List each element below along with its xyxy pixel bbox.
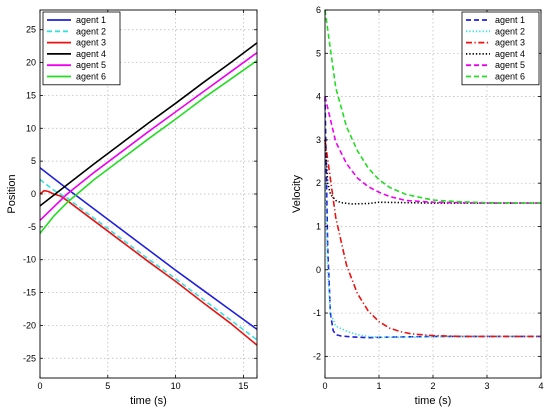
x-tick-label: 3 bbox=[484, 381, 489, 391]
y-axis-label: Position bbox=[6, 174, 18, 213]
x-tick-label: 5 bbox=[105, 381, 110, 391]
series-line-5 bbox=[324, 96, 541, 204]
series-line-1 bbox=[39, 167, 258, 331]
legend-label-6: agent 6 bbox=[76, 72, 106, 82]
series-line-6 bbox=[39, 59, 258, 234]
series-line-3 bbox=[39, 189, 258, 346]
series-line-2 bbox=[324, 183, 541, 339]
y-tick-label: 25 bbox=[26, 25, 36, 35]
y-tick-label: 2 bbox=[316, 178, 321, 188]
legend-label-5: agent 5 bbox=[495, 60, 525, 70]
y-tick-label: 4 bbox=[316, 92, 321, 102]
y-tick-label: 15 bbox=[26, 90, 36, 100]
y-tick-label: -15 bbox=[23, 288, 36, 298]
y-tick-label: 0 bbox=[316, 265, 321, 275]
legend-label-2: agent 2 bbox=[495, 26, 525, 36]
y-tick-label: -25 bbox=[23, 353, 36, 363]
y-tick-label: -5 bbox=[28, 222, 36, 232]
x-tick-label: 2 bbox=[430, 381, 435, 391]
legend-label-6: agent 6 bbox=[495, 72, 525, 82]
y-tick-label: 20 bbox=[26, 58, 36, 68]
y-tick-label: 6 bbox=[316, 5, 321, 15]
legend-label-1: agent 1 bbox=[495, 15, 525, 25]
legend-label-4: agent 4 bbox=[76, 49, 106, 59]
series-line-1 bbox=[324, 96, 541, 339]
y-tick-label: -20 bbox=[23, 320, 36, 330]
x-tick-label: 4 bbox=[538, 381, 543, 391]
y-tick-label: -2 bbox=[313, 351, 321, 361]
legend-label-5: agent 5 bbox=[76, 60, 106, 70]
y-tick-label: 0 bbox=[31, 189, 36, 199]
legend-box bbox=[461, 11, 540, 86]
series-line-4 bbox=[39, 42, 258, 207]
y-tick-label: 1 bbox=[316, 221, 321, 231]
y-tick-label: 5 bbox=[31, 156, 36, 166]
legend-box bbox=[42, 11, 121, 86]
series-line-3 bbox=[324, 139, 541, 338]
y-tick-label: 5 bbox=[316, 48, 321, 58]
x-axis-label: time (s) bbox=[415, 395, 452, 407]
x-axis-label: time (s) bbox=[130, 395, 167, 407]
y-tick-label: 3 bbox=[316, 135, 321, 145]
series-line-5 bbox=[39, 52, 258, 221]
y-tick-label: -1 bbox=[313, 308, 321, 318]
x-tick-label: 0 bbox=[37, 381, 42, 391]
legend-label-1: agent 1 bbox=[76, 15, 106, 25]
legend-label-4: agent 4 bbox=[495, 49, 525, 59]
series-line-2 bbox=[39, 178, 258, 341]
x-tick-label: 0 bbox=[322, 381, 327, 391]
x-tick-label: 1 bbox=[376, 381, 381, 391]
x-tick-label: 15 bbox=[238, 381, 248, 391]
y-axis-label: Velocity bbox=[291, 175, 303, 213]
legend-label-3: agent 3 bbox=[495, 38, 525, 48]
legend-label-3: agent 3 bbox=[76, 38, 106, 48]
series-line-6 bbox=[324, 9, 542, 204]
position-chart: 0 5 10 15 -25 -20 -15 -10 -5 0 5 10 15 20 25 time (s) Po… bbox=[6, 9, 258, 407]
legend-label-2: agent 2 bbox=[76, 26, 106, 36]
x-tick-label: 10 bbox=[171, 381, 181, 391]
y-tick-label: 10 bbox=[26, 123, 36, 133]
y-tick-label: -10 bbox=[23, 255, 36, 265]
